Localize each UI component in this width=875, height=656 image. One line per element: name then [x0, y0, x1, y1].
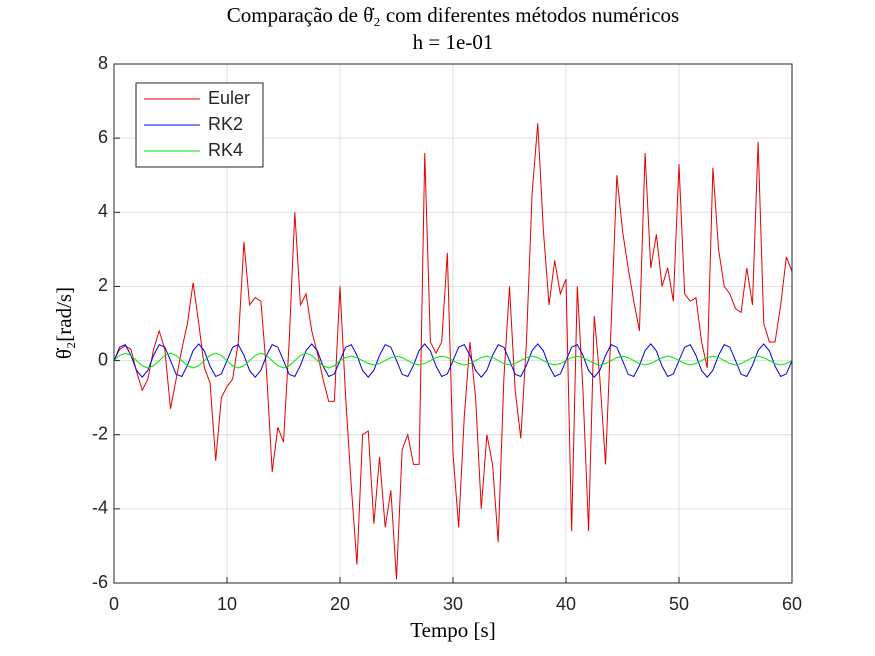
y-tick-label: 2 [98, 275, 108, 295]
legend: Euler RK2 RK4 [135, 82, 264, 168]
lines [113, 123, 793, 580]
x-tick-label: 60 [782, 594, 802, 614]
legend-label: Euler [208, 88, 250, 108]
x-tick-label: 30 [443, 594, 463, 614]
series-line [113, 352, 793, 369]
y-tick-label: -4 [92, 498, 108, 518]
legend-label: RK2 [208, 114, 243, 134]
y-tick-label: 8 [98, 53, 108, 73]
x-tick-label: 20 [330, 594, 350, 614]
y-tick-label: 0 [98, 349, 108, 369]
x-tick-label: 10 [217, 594, 237, 614]
y-tick-label: 6 [98, 127, 108, 147]
x-tick-label: 0 [109, 594, 119, 614]
chart-subtitle: h = 1e-01 [413, 30, 494, 54]
x-tick-label: 50 [669, 594, 689, 614]
x-axis-label: Tempo [s] [410, 618, 495, 642]
y-tick-label: 4 [98, 201, 108, 221]
chart-title: Comparação de θ̇₂ com diferentes métodos… [227, 3, 679, 27]
y-tick-label: -2 [92, 423, 108, 443]
y-axis-label: θ̇₂[rad/s] [52, 287, 76, 359]
series-line [113, 123, 793, 580]
legend-label: RK4 [208, 140, 243, 160]
x-tick-label: 40 [556, 594, 576, 614]
y-tick-label: -6 [92, 572, 108, 592]
